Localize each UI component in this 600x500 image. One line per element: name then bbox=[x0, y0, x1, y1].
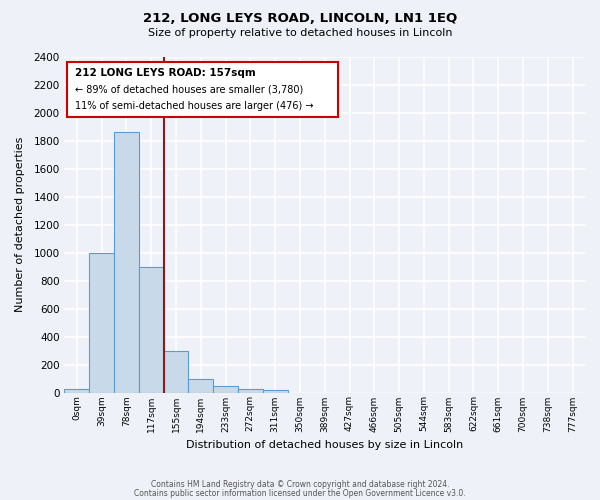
X-axis label: Distribution of detached houses by size in Lincoln: Distribution of detached houses by size … bbox=[186, 440, 463, 450]
FancyBboxPatch shape bbox=[67, 62, 338, 117]
Bar bbox=[263, 390, 287, 392]
Bar bbox=[89, 252, 114, 392]
Bar bbox=[114, 132, 139, 392]
Bar bbox=[139, 266, 164, 392]
Bar bbox=[188, 378, 213, 392]
Bar bbox=[213, 386, 238, 392]
Text: ← 89% of detached houses are smaller (3,780): ← 89% of detached houses are smaller (3,… bbox=[75, 84, 303, 94]
Text: Contains public sector information licensed under the Open Government Licence v3: Contains public sector information licen… bbox=[134, 488, 466, 498]
Text: Size of property relative to detached houses in Lincoln: Size of property relative to detached ho… bbox=[148, 28, 452, 38]
Y-axis label: Number of detached properties: Number of detached properties bbox=[15, 137, 25, 312]
Text: 212 LONG LEYS ROAD: 157sqm: 212 LONG LEYS ROAD: 157sqm bbox=[75, 68, 256, 78]
Bar bbox=[64, 389, 89, 392]
Text: Contains HM Land Registry data © Crown copyright and database right 2024.: Contains HM Land Registry data © Crown c… bbox=[151, 480, 449, 489]
Text: 212, LONG LEYS ROAD, LINCOLN, LN1 1EQ: 212, LONG LEYS ROAD, LINCOLN, LN1 1EQ bbox=[143, 12, 457, 26]
Bar bbox=[238, 389, 263, 392]
Bar bbox=[164, 350, 188, 393]
Text: 11% of semi-detached houses are larger (476) →: 11% of semi-detached houses are larger (… bbox=[75, 101, 313, 111]
